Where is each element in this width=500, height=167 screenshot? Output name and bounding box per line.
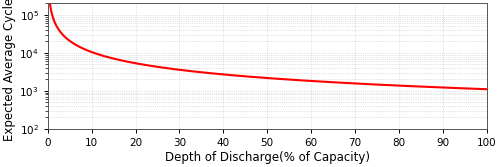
Y-axis label: Expected Average Cycles: Expected Average Cycles xyxy=(4,0,16,141)
X-axis label: Depth of Discharge(% of Capacity): Depth of Discharge(% of Capacity) xyxy=(164,150,370,163)
